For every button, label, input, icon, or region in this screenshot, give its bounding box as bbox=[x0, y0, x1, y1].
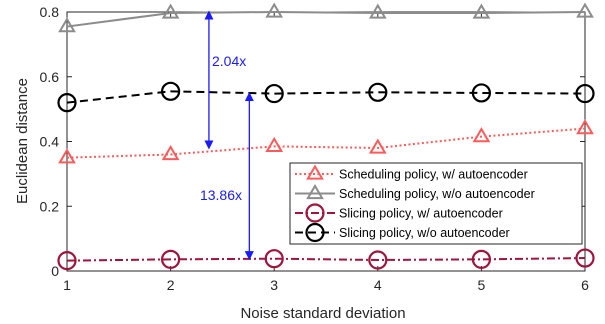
legend-label-1: Scheduling policy, w/ autoencoder bbox=[339, 168, 528, 182]
annotation-label-2: 13.86x bbox=[200, 187, 242, 203]
legend-label-2: Scheduling policy, w/o autoencoder bbox=[339, 187, 535, 201]
series-4-marker bbox=[264, 83, 284, 104]
x-tick-label: 2 bbox=[167, 277, 175, 293]
legend-label-4: Slicing policy, w/o autoencoder bbox=[339, 226, 510, 240]
series-2-marker bbox=[265, 2, 284, 18]
series-3-line bbox=[66, 257, 586, 262]
legend-entry-4: Slicing policy, w/o autoencoder bbox=[295, 222, 510, 243]
y-tick-label: 0.4 bbox=[40, 134, 60, 150]
annotation-label-1: 2.04x bbox=[212, 53, 246, 69]
series-2-marker bbox=[58, 17, 76, 33]
series-4 bbox=[57, 81, 595, 113]
x-tick-label: 1 bbox=[63, 277, 71, 293]
series-layer bbox=[57, 2, 595, 271]
y-tick-label: 0.6 bbox=[40, 69, 60, 85]
series-4-marker bbox=[471, 83, 491, 103]
legend-entry-3: Slicing policy, w/ autoencoder bbox=[295, 203, 503, 223]
legend-marker-4 bbox=[305, 222, 325, 243]
x-tick-label: 5 bbox=[478, 277, 486, 293]
series-3-marker bbox=[471, 249, 491, 269]
axes: 1 2 3 4 5 6 0 0.2 0.4 0.6 0.8 bbox=[40, 4, 590, 293]
x-tick-label: 3 bbox=[270, 277, 278, 293]
legend-box bbox=[289, 162, 583, 245]
series-4-marker bbox=[368, 82, 388, 102]
y-tick-label: 0.2 bbox=[40, 198, 60, 214]
x-axis-title: Noise standard deviation bbox=[240, 305, 405, 322]
series-2 bbox=[58, 2, 594, 33]
legend-marker-1 bbox=[306, 164, 324, 180]
series-4-marker bbox=[575, 83, 595, 104]
series-4-marker bbox=[161, 81, 181, 101]
series-3-marker bbox=[57, 251, 77, 271]
series-1-marker bbox=[161, 144, 180, 161]
y-tick-label: 0 bbox=[51, 263, 59, 279]
legend-entry-2: Scheduling policy, w/o autoencoder bbox=[295, 184, 535, 201]
series-2-marker bbox=[368, 3, 387, 19]
series-1-marker bbox=[472, 127, 491, 143]
series-1-marker bbox=[265, 136, 284, 153]
x-tick-label: 6 bbox=[581, 277, 589, 293]
series-1-marker bbox=[368, 138, 387, 154]
x-tick-label: 4 bbox=[374, 277, 382, 293]
series-3 bbox=[57, 248, 595, 271]
legend: Scheduling policy, w/ autoencoder Schedul… bbox=[289, 162, 583, 245]
legend-marker-3 bbox=[305, 203, 325, 223]
y-tick-label: 0.8 bbox=[40, 4, 60, 20]
legend-label-3: Slicing policy, w/ autoencoder bbox=[339, 207, 503, 221]
series-3-marker bbox=[368, 250, 388, 270]
series-3-marker bbox=[575, 248, 595, 268]
series-3-marker bbox=[161, 249, 181, 269]
series-2-line bbox=[66, 10, 586, 28]
series-1-marker bbox=[576, 119, 594, 135]
y-axis-title: Euclidean distance bbox=[14, 78, 31, 204]
series-1-line bbox=[66, 127, 586, 159]
series-3-marker bbox=[264, 249, 284, 269]
series-1-marker bbox=[58, 148, 76, 164]
series-2-marker bbox=[472, 3, 491, 19]
series-1 bbox=[58, 119, 594, 164]
legend-marker-2 bbox=[306, 184, 324, 200]
series-4-line bbox=[66, 90, 586, 104]
series-2-marker bbox=[161, 3, 180, 19]
series-2-marker bbox=[576, 2, 594, 18]
series-4-marker bbox=[57, 93, 77, 113]
legend-entry-1: Scheduling policy, w/ autoencoder bbox=[295, 164, 528, 182]
annotations: 2.04x 13.86x bbox=[200, 10, 254, 261]
